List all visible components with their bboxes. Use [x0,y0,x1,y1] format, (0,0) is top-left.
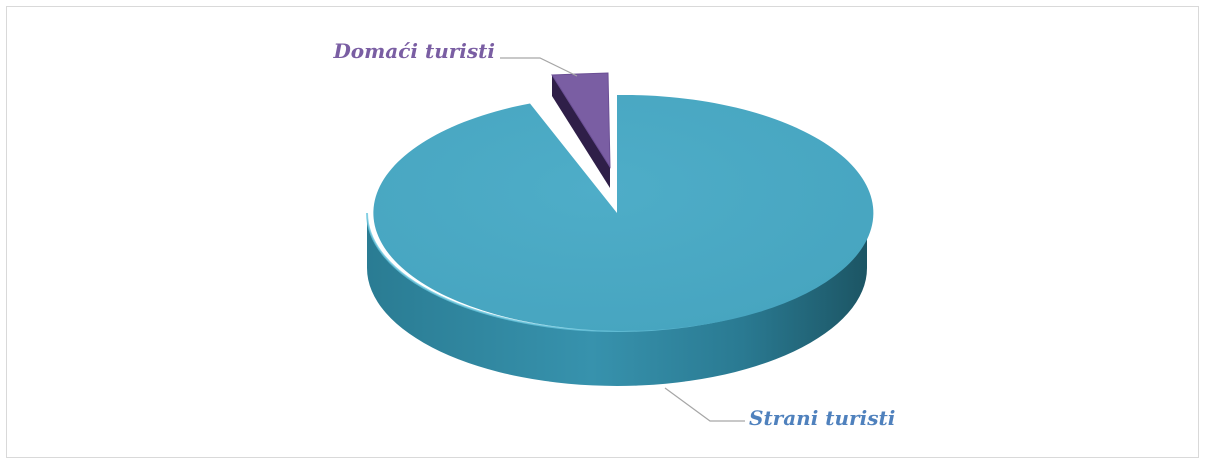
pie-slice-domaci-turisti [551,72,611,169]
leader-line-domaci-turisti [500,57,578,77]
pie-slice-strani-turisti [373,94,874,331]
leader-line-strani-turisti [664,387,745,422]
data-label-domaci-turisti: Domaći turisti [332,39,495,63]
pie-slice-strani-turisti-side [367,213,867,386]
data-label-strani-turisti: Strani turisti [749,406,895,430]
pie-slice-domaci-turisti-side [552,75,610,188]
